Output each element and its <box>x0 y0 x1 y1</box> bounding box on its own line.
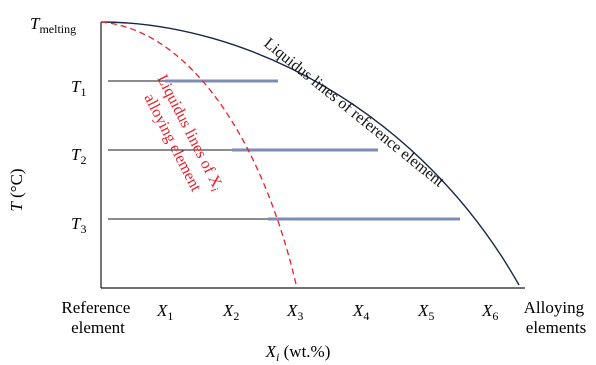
y-axis-title: T (°C) <box>7 168 26 211</box>
xtick-x6: X6 <box>481 301 498 323</box>
x-axis-title: Xi (wt.%) <box>265 342 331 364</box>
label-reference-liquidus: Liquidus lines of reference element <box>260 35 447 191</box>
xlabel-reference-element: Reference element <box>61 298 134 337</box>
ytick-t2: T2 <box>71 145 86 167</box>
xtick-x5: X5 <box>417 301 434 323</box>
xtick-x3: X3 <box>286 301 303 323</box>
ytick-t1: T1 <box>71 77 86 99</box>
ytick-t-melting: Tmelting <box>30 14 76 36</box>
xtick-x2: X2 <box>222 301 239 323</box>
xtick-x1: X1 <box>156 301 173 323</box>
xlabel-alloying-elements: Alloying elements <box>524 298 589 337</box>
xtick-x4: X4 <box>352 301 369 323</box>
liquidus-reference-curve <box>100 21 520 286</box>
ytick-t3: T3 <box>71 214 86 236</box>
liquidus-alloying-curve <box>100 21 297 285</box>
